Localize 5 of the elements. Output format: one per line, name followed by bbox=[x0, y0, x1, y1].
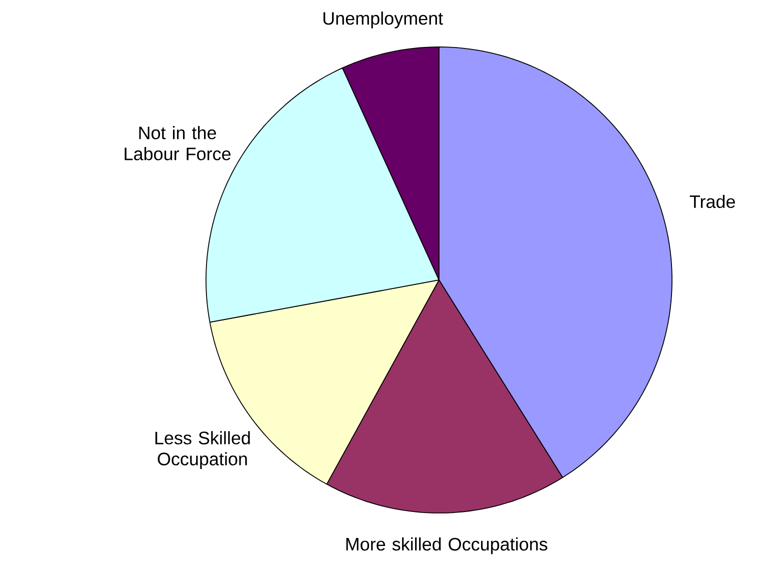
slice-label: Not in the Labour Force bbox=[124, 126, 231, 160]
slice-label: More skilled Occupations bbox=[346, 537, 548, 554]
slice-label: Trade bbox=[690, 194, 735, 208]
slice-label: Less Skilled Occupation bbox=[155, 431, 250, 469]
slice-label: Unemployment bbox=[324, 12, 444, 28]
